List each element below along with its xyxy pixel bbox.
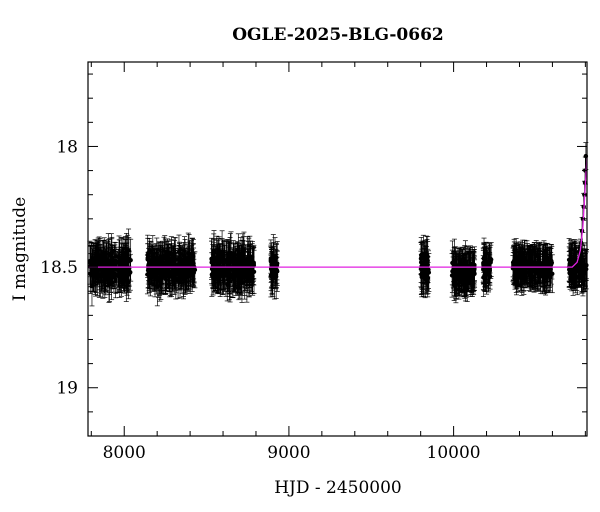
data-point bbox=[214, 256, 219, 261]
data-point bbox=[237, 276, 243, 281]
data-point bbox=[160, 268, 165, 274]
data-point bbox=[530, 260, 536, 266]
chart-title: OGLE-2025-BLG-0662 bbox=[232, 25, 444, 45]
data-point bbox=[159, 273, 164, 279]
data-point bbox=[221, 268, 226, 273]
data-point bbox=[109, 266, 114, 272]
data-point bbox=[109, 250, 114, 256]
data-point bbox=[171, 256, 176, 262]
data-point bbox=[161, 262, 166, 268]
data-point bbox=[101, 258, 107, 264]
data-point bbox=[463, 270, 469, 276]
data-point bbox=[488, 257, 494, 262]
data-point bbox=[157, 278, 162, 284]
data-point bbox=[469, 274, 474, 279]
data-point bbox=[221, 274, 226, 279]
data-point bbox=[422, 263, 428, 268]
data-point bbox=[453, 264, 458, 269]
data-point bbox=[549, 260, 555, 265]
data-point bbox=[419, 273, 425, 279]
data-point bbox=[226, 270, 231, 275]
data-point bbox=[153, 268, 159, 273]
data-point bbox=[528, 267, 533, 272]
data-point bbox=[227, 275, 232, 280]
data-point bbox=[209, 260, 214, 265]
data-point bbox=[177, 259, 182, 265]
data-point bbox=[87, 258, 93, 264]
data-point bbox=[232, 273, 238, 278]
data-point bbox=[113, 277, 118, 283]
data-point bbox=[126, 248, 131, 253]
data-point bbox=[101, 269, 106, 274]
data-point bbox=[544, 262, 549, 267]
data-point bbox=[151, 273, 157, 278]
data-point bbox=[184, 268, 189, 273]
data-point bbox=[418, 260, 424, 265]
data-point bbox=[481, 266, 487, 272]
data-point bbox=[425, 258, 430, 263]
data-point bbox=[250, 277, 255, 282]
data-point bbox=[97, 261, 103, 266]
data-point bbox=[145, 257, 150, 262]
data-point bbox=[217, 260, 222, 265]
data-point bbox=[449, 273, 455, 278]
data-point bbox=[511, 262, 517, 267]
data-point bbox=[538, 274, 544, 279]
data-point bbox=[228, 252, 233, 258]
data-point bbox=[116, 272, 122, 277]
data-point bbox=[246, 257, 252, 263]
data-point bbox=[538, 261, 543, 267]
data-point bbox=[128, 257, 133, 263]
data-point bbox=[91, 266, 97, 272]
plot-area bbox=[87, 142, 589, 307]
data-point bbox=[124, 251, 129, 256]
data-point bbox=[273, 272, 279, 277]
data-point bbox=[219, 249, 225, 254]
data-point bbox=[211, 266, 217, 272]
data-point bbox=[274, 263, 280, 268]
data-point bbox=[190, 268, 195, 274]
data-point bbox=[181, 262, 187, 267]
data-point bbox=[268, 257, 274, 263]
data-point bbox=[242, 275, 247, 280]
data-point bbox=[534, 269, 540, 274]
data-point bbox=[456, 272, 461, 277]
data-point bbox=[251, 261, 256, 267]
data-point bbox=[157, 260, 163, 265]
data-point bbox=[484, 264, 490, 269]
data-point bbox=[235, 267, 240, 272]
data-point bbox=[178, 269, 183, 274]
data-point bbox=[232, 270, 237, 275]
data-point bbox=[424, 271, 430, 276]
data-point bbox=[90, 261, 95, 267]
data-point bbox=[186, 250, 191, 256]
